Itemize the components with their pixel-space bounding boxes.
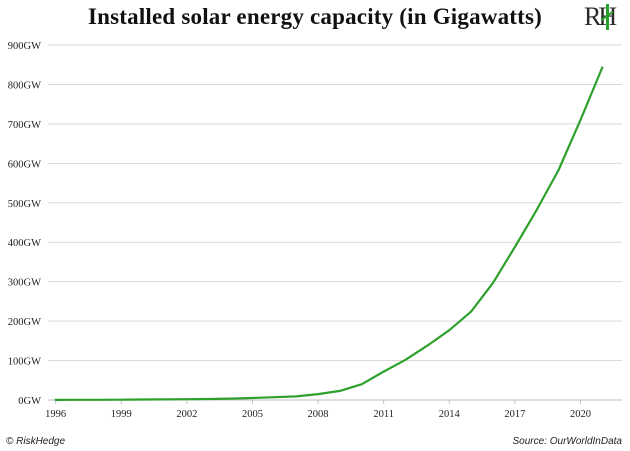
x-tick-label: 2020 (570, 409, 591, 420)
chart-title: Installed solar energy capacity (in Giga… (87, 4, 543, 29)
copyright-footer: © RiskHedge (6, 436, 66, 447)
series-group (54, 66, 604, 401)
x-tick-label: 1999 (111, 409, 132, 420)
y-tick-label: 900GW (8, 41, 41, 52)
y-tick-label: 600GW (8, 159, 41, 170)
gridlines (48, 44, 622, 362)
x-tick-label: 2014 (439, 409, 461, 420)
y-tick-label: 700GW (8, 120, 41, 131)
x-tick-label: 2017 (504, 409, 525, 420)
x-tick-label: 2002 (176, 409, 197, 420)
source-footer: Source: OurWorldInData (512, 436, 623, 447)
logo-mark (606, 4, 609, 30)
x-axis-tick-labels: 1996 1999 2002 2005 2008 2011 2014 2017 2020 (45, 400, 591, 420)
y-tick-label: 400GW (8, 238, 41, 249)
riskhedge-logo: RH (584, 2, 624, 34)
series-line-0 (54, 66, 604, 401)
y-tick-label: 100GW (8, 357, 41, 368)
y-axis-tick-labels: 0GW 100GW 200GW 300GW 400GW 500GW 600GW 700GW 80… (8, 41, 41, 407)
x-tick-label: 1996 (45, 409, 66, 420)
y-tick-label: 800GW (8, 80, 41, 91)
y-tick-label: 0GW (18, 396, 41, 407)
logo-text: RH (584, 2, 617, 31)
y-tick-label: 500GW (8, 199, 41, 210)
y-tick-label: 300GW (8, 278, 41, 289)
x-tick-label: 2011 (373, 409, 394, 420)
x-tick-label: 2008 (308, 409, 329, 420)
x-tick-label: 2005 (242, 409, 263, 420)
y-tick-label: 200GW (8, 317, 41, 328)
